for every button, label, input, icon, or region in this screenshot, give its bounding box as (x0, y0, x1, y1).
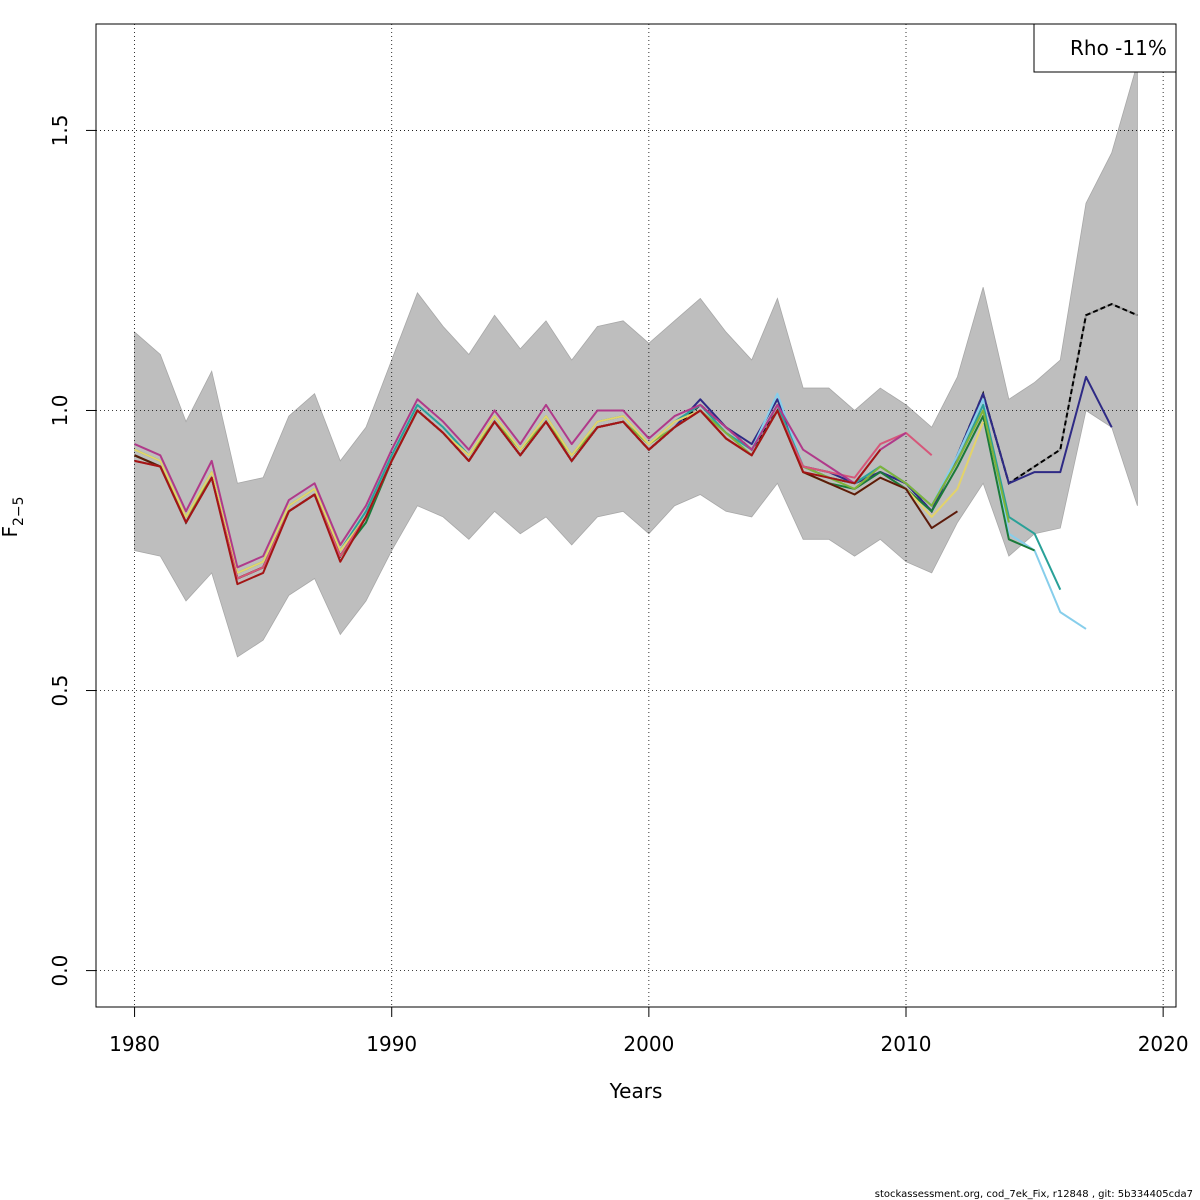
legend-box (1033, 23, 1177, 73)
series-line-9 (134, 398, 907, 569)
y-axis: 0.0 0.5 1.0 1.5 (48, 115, 97, 987)
x-tick-label: 2010 (881, 1032, 932, 1056)
confidence-band-area (134, 63, 1138, 658)
y-tick-label: 1.0 (48, 395, 72, 427)
legend-label: Rho -11% (1070, 36, 1167, 60)
series-lines (134, 302, 1138, 630)
confidence-band (134, 63, 1138, 658)
y-tick-label: 0.5 (48, 675, 72, 707)
x-tick-label: 1980 (109, 1032, 160, 1056)
x-axis: 1980 1990 2000 2010 2020 (109, 1006, 1189, 1056)
x-tick-label: 2020 (1138, 1032, 1189, 1056)
y-axis-title-subscript: 2−5 (11, 496, 27, 526)
footer-credit: stockassessment.org, cod_7ek_Fix, r12848… (875, 1189, 1193, 1200)
y-axis-title-main: F (0, 526, 22, 538)
x-axis-title: Years (609, 1079, 663, 1103)
gridlines (96, 24, 1176, 1007)
legend: Rho -11% (1033, 23, 1177, 73)
x-tick-label: 1990 (366, 1032, 417, 1056)
y-tick-label: 0.0 (48, 955, 72, 987)
series-line-10 (134, 409, 882, 586)
y-tick-label: 1.5 (48, 115, 72, 147)
x-tick-label: 2000 (623, 1032, 674, 1056)
y-axis-title: F2−5 (0, 496, 27, 537)
